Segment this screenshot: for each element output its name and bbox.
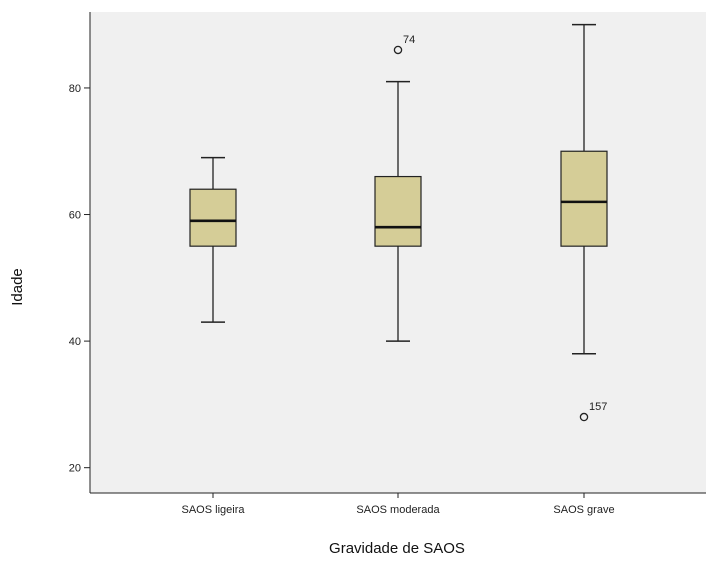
y-tick-label: 60 — [69, 210, 81, 222]
y-tick-label: 80 — [69, 83, 81, 95]
y-tick-label: 20 — [69, 463, 81, 475]
outlier-point — [579, 412, 589, 422]
x-tick-label: SAOS moderada — [356, 504, 440, 516]
x-tick-label: SAOS ligeira — [182, 504, 246, 516]
y-tick-label: 40 — [69, 336, 81, 348]
outlier-label: 74 — [403, 34, 415, 46]
box-group: 157 — [560, 23, 608, 422]
iqr-box — [189, 188, 237, 247]
x-axis: SAOS ligeira SAOS moderada SAOS grave — [90, 492, 706, 516]
box-group: 74 — [374, 34, 422, 342]
y-axis: 20 40 60 80 — [69, 12, 91, 493]
iqr-box — [560, 150, 608, 247]
outlier-point — [393, 45, 403, 55]
outlier-label: 157 — [589, 401, 607, 413]
x-tick-label: SAOS grave — [553, 504, 614, 516]
box-group — [189, 156, 237, 323]
iqr-box — [374, 175, 422, 247]
y-axis-title: Idade — [9, 268, 26, 306]
x-axis-title: Gravidade de SAOS — [329, 540, 465, 557]
boxes: 74 157 — [189, 23, 608, 422]
